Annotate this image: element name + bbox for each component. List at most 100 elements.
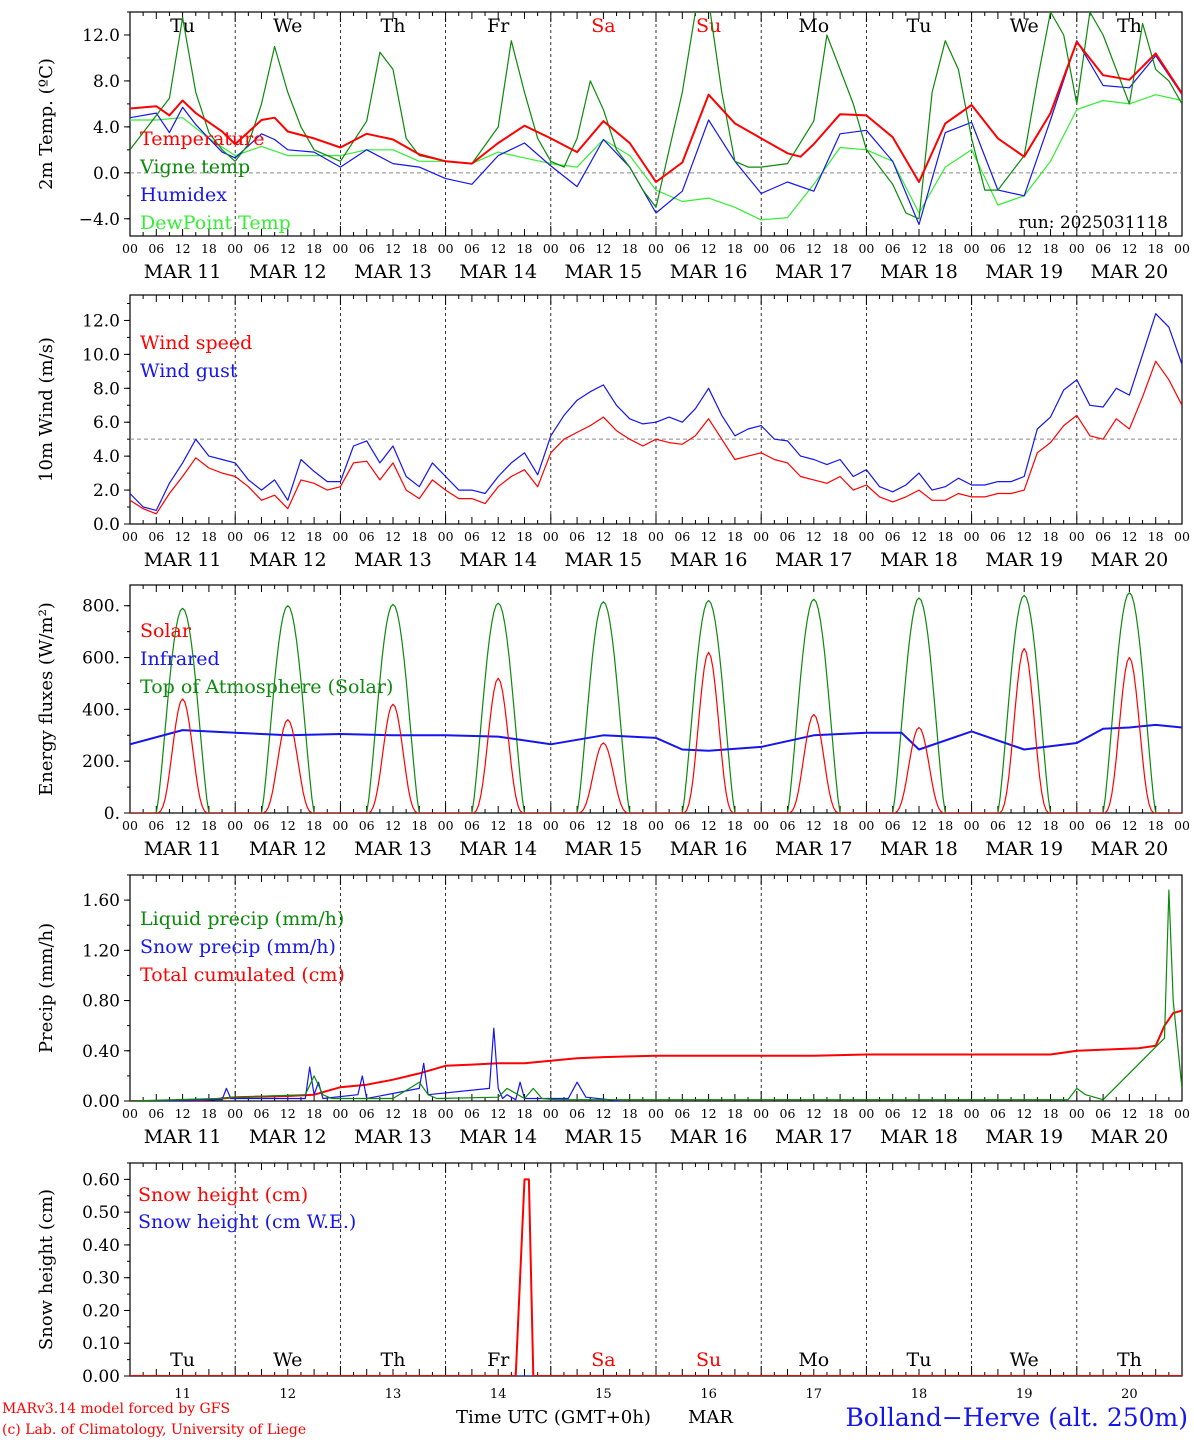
chart-panel-1: −4.0 0.0 4.0 8.0 12.0 00 06 12 18 00 06 12 18 00 06 12 1…: [36, 11, 1190, 283]
hour-tick-label: 00: [438, 241, 454, 256]
day-label: MAR 12: [249, 261, 327, 283]
day-label: MAR 11: [144, 549, 222, 571]
hour-tick-label: 00: [543, 1106, 559, 1121]
hour-tick-label: 00: [332, 818, 348, 833]
series-line-solar: [130, 647, 1182, 813]
hour-tick-label: 18: [1043, 529, 1059, 544]
hour-tick-label: 00: [543, 818, 559, 833]
weekday-label: Tu: [170, 1349, 195, 1371]
chart-panel-4: 0.00 0.40 0.80 1.20 1.60 00 06 12 18 00 06 12 18 00 06…: [36, 874, 1190, 1148]
weekday-label: Th: [381, 15, 406, 37]
hour-tick-label: 18: [622, 818, 638, 833]
hour-tick-label: 06: [254, 1106, 270, 1121]
series-line-snow-precip-mm-h: [130, 1027, 621, 1101]
y-tick-label: −4.0: [79, 210, 120, 230]
y-tick-label: 8.0: [93, 379, 120, 399]
series-line-infrared: [130, 723, 1182, 752]
hour-tick-label: 18: [937, 818, 953, 833]
hour-tick-label: 00: [438, 818, 454, 833]
hour-tick-label: 12: [595, 529, 611, 544]
hour-tick-label: 00: [332, 241, 348, 256]
hour-tick-label: 12: [1121, 529, 1137, 544]
y-tick-label: 0.80: [82, 992, 120, 1012]
hour-tick-label: 18: [1043, 818, 1059, 833]
hour-tick-label: 12: [911, 1106, 927, 1121]
hour-tick-label: 18: [727, 241, 743, 256]
hour-tick-label: 06: [990, 241, 1006, 256]
hour-tick-label: 12: [385, 818, 401, 833]
day-label: MAR 14: [459, 1126, 537, 1148]
y-tick-label: 0.00: [82, 1092, 120, 1112]
legend-entry: Infrared: [140, 648, 220, 670]
hour-tick-label: 06: [1095, 241, 1111, 256]
y-tick-label: 12.0: [82, 311, 120, 331]
day-label: MAR 17: [775, 1126, 853, 1148]
y-tick-label: 0.0: [93, 515, 120, 535]
day-label: MAR 17: [775, 549, 853, 571]
weekday-label: Fr: [487, 1349, 510, 1371]
y-tick-label: 1.60: [82, 891, 120, 911]
hour-tick-label: 06: [990, 818, 1006, 833]
day-label: MAR 16: [670, 261, 748, 283]
weekday-label: Th: [381, 1349, 406, 1371]
hour-tick-label: 00: [964, 1106, 980, 1121]
weekday-label: Th: [1117, 1349, 1142, 1371]
day-label: MAR 20: [1091, 838, 1169, 860]
series-line-wind-gust: [130, 313, 1182, 511]
hour-tick-label: 00: [227, 241, 243, 256]
station-name: Bolland−Herve (alt. 250m): [845, 1403, 1188, 1432]
day-label: MAR 15: [565, 261, 643, 283]
hour-tick-label: 12: [280, 529, 296, 544]
hour-tick-label: 00: [964, 529, 980, 544]
y-tick-label: 600.: [82, 649, 120, 669]
hour-tick-label: 00: [543, 529, 559, 544]
hour-tick-label: 00: [227, 818, 243, 833]
y-tick-label: 0.20: [82, 1301, 120, 1321]
hour-tick-label: 06: [1095, 529, 1111, 544]
series-line-liquid-precip-mm-h: [130, 889, 1182, 1101]
hour-tick-label: 18: [517, 1106, 533, 1121]
hour-tick-label: 12: [595, 1106, 611, 1121]
legend-entry: DewPoint Temp: [140, 212, 291, 234]
hour-tick-label: 06: [885, 1106, 901, 1121]
hour-tick-label: 00: [753, 818, 769, 833]
hour-tick-label: 18: [517, 241, 533, 256]
run-label: run: 2025031118: [1019, 213, 1168, 233]
hour-tick-label: 00: [648, 1106, 664, 1121]
hour-tick-label: 06: [780, 818, 796, 833]
day-label: MAR 15: [565, 549, 643, 571]
y-tick-label: 0.00: [82, 1367, 120, 1387]
hour-tick-label: 12: [280, 241, 296, 256]
hour-tick-label: 00: [648, 241, 664, 256]
legend-entry: Vigne temp: [139, 156, 250, 178]
hour-tick-label: 06: [780, 1106, 796, 1121]
hour-tick-label: 06: [254, 818, 270, 833]
hour-tick-label: 18: [411, 818, 427, 833]
hour-tick-label: 12: [1121, 1106, 1137, 1121]
hour-tick-label: 18: [727, 1106, 743, 1121]
weekday-label: Su: [696, 1349, 721, 1371]
day-label: MAR 16: [670, 549, 748, 571]
day-label: MAR 17: [775, 838, 853, 860]
hour-tick-label: 12: [701, 529, 717, 544]
hour-tick-label: 06: [674, 529, 690, 544]
plot-frame: [129, 11, 1183, 237]
time-axis-label: Time UTC (GMT+0h): [456, 1407, 651, 1428]
day-label: MAR 14: [459, 838, 537, 860]
hour-tick-label: 06: [254, 241, 270, 256]
y-axis-label: Snow height (cm): [36, 1189, 57, 1350]
day-label: MAR 16: [670, 1126, 748, 1148]
hour-tick-label: 06: [569, 818, 585, 833]
hour-tick-label: 12: [806, 241, 822, 256]
day-label: MAR 17: [775, 261, 853, 283]
hour-tick-label: 00: [1069, 1106, 1085, 1121]
hour-tick-label: 18: [201, 241, 217, 256]
day-label: MAR 19: [985, 1126, 1063, 1148]
legend-entry: Temperature: [140, 128, 264, 150]
hour-tick-label: 06: [148, 1106, 164, 1121]
hour-tick-label: 06: [464, 529, 480, 544]
hour-tick-label: 06: [990, 529, 1006, 544]
y-tick-label: 0.0: [93, 164, 120, 184]
weekday-label: We: [1010, 15, 1039, 37]
